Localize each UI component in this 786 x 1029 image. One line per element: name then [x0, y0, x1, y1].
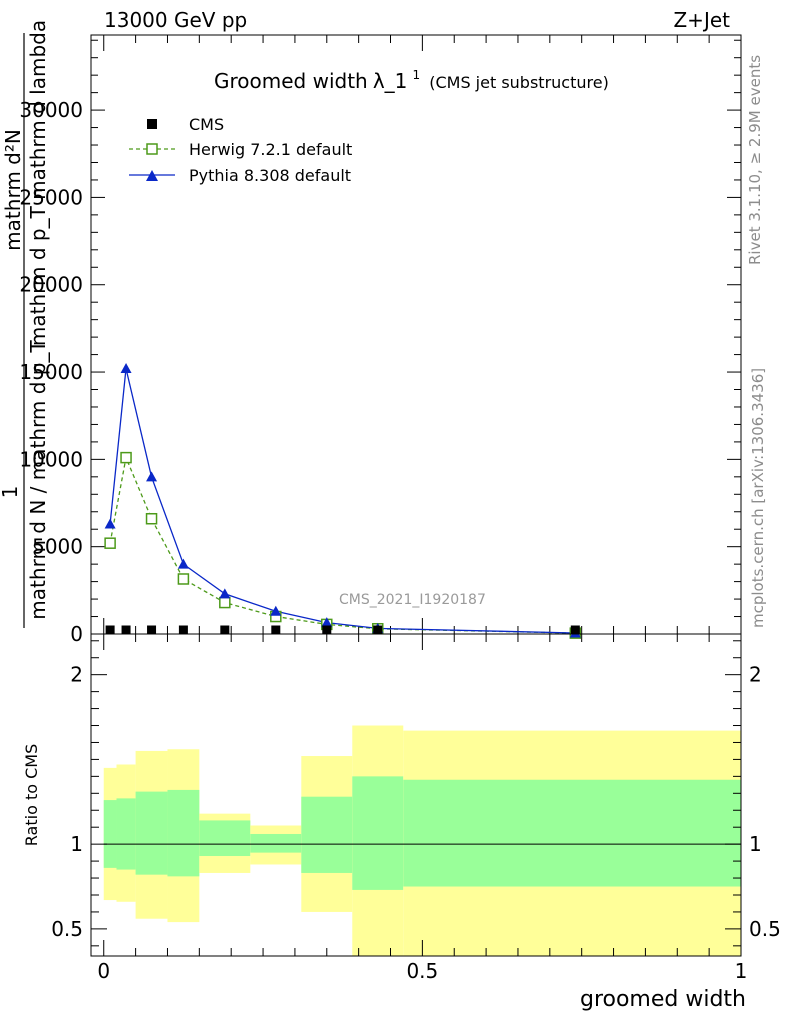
ratio-ticks: 0.5 0.51 12 20 0.5 1	[51, 634, 781, 983]
main-y-tick-label: 0	[70, 622, 83, 646]
legend-marker-pythia	[146, 170, 158, 181]
x-tick-label: 1	[735, 959, 748, 983]
pythia-point	[120, 363, 132, 374]
cms-point	[105, 625, 115, 635]
legend-label-herwig: Herwig 7.2.1 default	[189, 140, 352, 159]
main-y-tick-label: 20000	[19, 273, 83, 297]
title-superscript: 1	[412, 68, 420, 82]
legend: CMS Herwig 7.2.1 default Pythia 8.308 de…	[129, 115, 352, 185]
y-axis-label-numerator: 1	[0, 486, 22, 499]
ratio-y-axis-label: Ratio to CMS	[22, 744, 41, 846]
pythia-point	[321, 617, 333, 628]
herwig-point	[219, 596, 231, 609]
main-y-tick-label: 5000	[32, 535, 83, 559]
main-y-tick-label: 10000	[19, 447, 83, 471]
ratio-band-inner	[167, 789, 200, 877]
cms-point	[570, 625, 580, 635]
cms-point	[178, 625, 188, 635]
pythia-point	[270, 605, 282, 616]
cms-point	[271, 625, 281, 635]
title-main: Groomed width	[214, 69, 368, 93]
main-series	[104, 363, 582, 639]
main-plot-panel: 0 5000 10000 15000 20000 25000 30000 Groomed w…	[0, 20, 742, 646]
ratio-bands	[103, 725, 741, 956]
y-axis-label-denominator: mathrm d N / mathrm d p_T	[26, 340, 50, 620]
x-tick-label: 0.5	[406, 959, 438, 983]
herwig-point	[177, 573, 190, 585]
cms-point	[373, 625, 383, 635]
legend-label-cms: CMS	[189, 115, 224, 134]
legend-label-pythia: Pythia 8.308 default	[189, 166, 351, 185]
pythia-point	[219, 588, 231, 599]
header-energy: 13000 GeV pp	[104, 8, 247, 32]
ratio-band-inner	[352, 776, 404, 890]
main-y-tick-label: 30000	[19, 98, 83, 122]
ratio-band-inner	[103, 800, 117, 868]
x-axis-label: groomed width	[580, 987, 746, 1012]
ratio-plot-panel: 0.5 0.51 12 20 0.5 1 Ratio to CMS groomed wid…	[22, 633, 781, 1012]
ratio-y-tick-label: 2	[70, 663, 83, 687]
header-process: Z+Jet	[673, 8, 730, 32]
mcplots-label: mcplots.cern.ch [arXiv:1306.3436]	[749, 368, 767, 628]
title-note: (CMS jet substructure)	[429, 73, 609, 92]
y-axis-label-line1: mathrm d²N	[1, 129, 25, 251]
herwig-point	[120, 451, 132, 464]
ratio-band-inner	[135, 791, 168, 875]
herwig-point	[145, 512, 158, 525]
title-symbol: λ_1	[373, 69, 408, 93]
pythia-point	[104, 518, 116, 529]
y-axis-label-line2: mathrm d p_T mathrm d lambda	[26, 20, 50, 346]
pythia-point	[177, 558, 189, 569]
ratio-plot-frame	[90, 633, 742, 957]
ratio-band-inner	[116, 798, 136, 870]
ratio-y-tick-label: 1	[70, 832, 83, 856]
analysis-watermark: CMS_2021_I1920187	[339, 592, 486, 608]
cms-point	[147, 625, 157, 635]
ratio-y-tick-label: 0.5	[51, 917, 83, 941]
main-ticks: 0 5000 10000 15000 20000 25000 30000	[19, 35, 742, 646]
legend-marker-cms	[147, 119, 157, 129]
cms-point	[220, 625, 230, 635]
ratio-band-inner	[403, 779, 741, 887]
x-tick-label: 0	[97, 959, 110, 983]
cms-point	[121, 625, 131, 635]
cms-point	[322, 625, 332, 635]
main-y-tick-label: 15000	[19, 360, 83, 384]
ratio-band-inner	[301, 796, 353, 873]
plot-title: Groomed width λ_1 1 (CMS jet substructur…	[214, 64, 609, 93]
ratio-band-inner	[250, 833, 302, 853]
ratio-band-inner	[199, 820, 251, 857]
ratio-y-tick-label-right: 2	[749, 663, 762, 687]
rivet-label: Rivet 3.1.10, ≥ 2.9M events	[746, 55, 764, 265]
herwig-point	[104, 537, 116, 549]
legend-marker-herwig	[146, 143, 158, 155]
ratio-y-tick-label-right: 0.5	[749, 917, 781, 941]
main-y-tick-label: 25000	[19, 185, 83, 209]
ratio-y-tick-label-right: 1	[749, 832, 762, 856]
pythia-point	[146, 471, 158, 482]
